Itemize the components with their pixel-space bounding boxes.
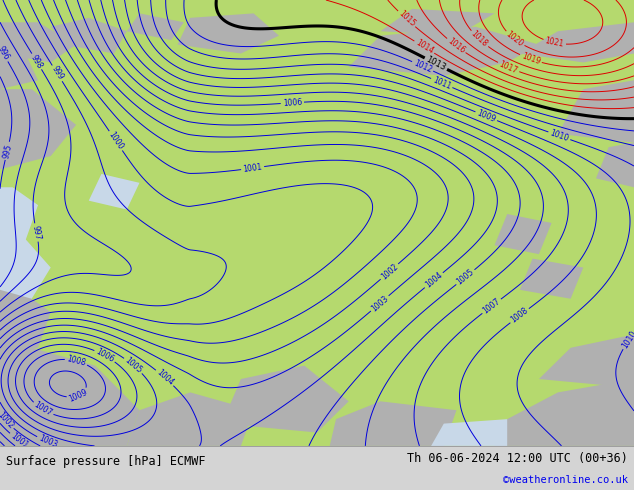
Text: 999: 999 (49, 65, 65, 82)
Polygon shape (0, 187, 38, 241)
Polygon shape (596, 143, 634, 187)
Polygon shape (51, 18, 127, 53)
Text: 1017: 1017 (498, 59, 519, 75)
Polygon shape (0, 348, 139, 446)
Polygon shape (222, 366, 349, 433)
Text: 1007: 1007 (481, 297, 502, 316)
Text: 1008: 1008 (66, 354, 87, 368)
Text: 995: 995 (1, 143, 13, 159)
Polygon shape (380, 9, 495, 36)
Polygon shape (127, 13, 184, 40)
Polygon shape (495, 379, 634, 446)
Text: 1005: 1005 (123, 356, 144, 375)
Polygon shape (520, 22, 634, 62)
Text: Th 06-06-2024 12:00 UTC (00+36): Th 06-06-2024 12:00 UTC (00+36) (407, 452, 628, 465)
Text: 996: 996 (0, 45, 11, 62)
Text: 1010: 1010 (620, 329, 634, 350)
Polygon shape (539, 334, 634, 388)
Text: 1003: 1003 (370, 294, 390, 313)
Text: 1001: 1001 (243, 162, 262, 174)
Polygon shape (431, 419, 507, 446)
Text: 1018: 1018 (469, 29, 489, 49)
Text: 1007: 1007 (32, 400, 53, 418)
Text: 1011: 1011 (431, 75, 452, 91)
Polygon shape (0, 232, 51, 299)
Text: 1001: 1001 (9, 431, 29, 450)
Text: 1019: 1019 (520, 51, 541, 67)
Text: Surface pressure [hPa] ECMWF: Surface pressure [hPa] ECMWF (6, 455, 206, 468)
Text: 1003: 1003 (37, 434, 58, 450)
Text: 1004: 1004 (155, 368, 175, 388)
Polygon shape (0, 45, 38, 89)
Text: 1013: 1013 (424, 55, 448, 73)
Text: 1010: 1010 (549, 128, 570, 143)
Polygon shape (178, 13, 279, 53)
Polygon shape (0, 89, 76, 170)
Text: 1009: 1009 (476, 108, 497, 124)
Text: 1002: 1002 (0, 410, 15, 430)
Polygon shape (0, 22, 76, 62)
Text: 1016: 1016 (446, 36, 467, 55)
Polygon shape (127, 392, 254, 446)
Text: 1005: 1005 (455, 268, 476, 287)
Text: ©weatheronline.co.uk: ©weatheronline.co.uk (503, 475, 628, 485)
Text: 1021: 1021 (544, 36, 565, 49)
Text: 1000: 1000 (107, 130, 125, 151)
Text: 1008: 1008 (509, 306, 530, 325)
Polygon shape (520, 259, 583, 299)
Text: 998: 998 (29, 53, 44, 70)
Text: 1012: 1012 (412, 58, 433, 74)
Text: 1006: 1006 (282, 98, 302, 108)
Text: 1020: 1020 (505, 30, 525, 49)
Polygon shape (89, 174, 139, 210)
Polygon shape (495, 214, 552, 254)
Text: 1004: 1004 (424, 270, 444, 290)
Text: 1015: 1015 (396, 9, 417, 29)
Polygon shape (349, 27, 539, 76)
Polygon shape (558, 80, 634, 143)
Text: 1014: 1014 (414, 38, 435, 56)
Text: 1002: 1002 (379, 262, 399, 281)
Polygon shape (330, 401, 456, 446)
Polygon shape (0, 290, 51, 357)
Text: 1009: 1009 (67, 388, 89, 404)
Text: 997: 997 (30, 224, 42, 241)
Text: 1006: 1006 (94, 347, 115, 364)
